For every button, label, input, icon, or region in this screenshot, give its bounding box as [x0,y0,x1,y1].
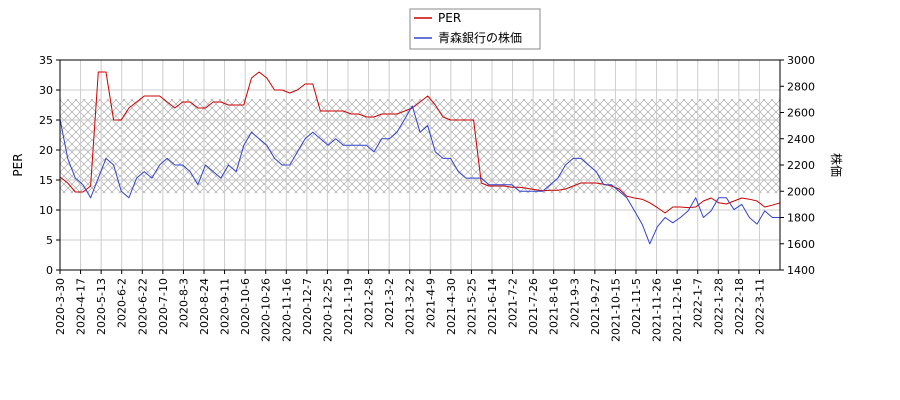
x-tick-label: 2022-3-11 [753,278,766,335]
series-line-price [59,105,780,245]
x-tick-label: 2021-9-3 [568,278,581,328]
x-tick-label: 2021-1-19 [342,278,355,335]
y-right-tick-label: 3000 [787,54,815,67]
plot-frame [59,59,781,271]
legend-entry-label: 青森銀行の株価 [438,30,522,45]
x-tick-label: 2021-12-16 [671,278,684,342]
y-left-tick-label: 20 [39,144,53,157]
legend-box [409,8,541,50]
x-tick-label: 2020-9-11 [219,278,232,335]
y-left-tick-label: 10 [39,204,53,217]
x-tick-label: 2021-7-26 [527,278,540,335]
x-tick-label: 2020-3-30 [54,278,67,335]
y-left-tick-label: 15 [39,174,53,187]
legend-entry-label: PER [438,11,461,25]
x-tick-label: 2020-6-22 [136,278,149,335]
y-right-tick-label: 2400 [787,133,815,146]
x-tick-label: 2020-10-6 [239,278,252,335]
y-right-tick-label: 1600 [787,238,815,251]
band-layer [60,99,780,194]
x-tick-label: 2021-10-15 [609,278,622,342]
x-tick-label: 2020-7-10 [157,278,170,335]
series-line-per [59,71,781,214]
axes-layer: 2020-3-30 2020-4-17 2020-5-13 2020-6-2 2020-… [11,54,844,342]
x-tick-label: 2021-2-8 [363,278,376,328]
x-tick-label: 2020-12-7 [301,278,314,335]
y-left-tick-label: 25 [39,114,53,127]
x-tick-label: 2021-7-2 [507,278,520,328]
x-tick-label: 2022-1-28 [712,278,725,335]
x-tick-label: 2021-11-5 [630,278,643,335]
x-tick-label: 2022-2-18 [733,278,746,335]
x-tick-label: 2021-3-2 [383,278,396,328]
y-left-tick-label: 0 [46,264,53,277]
x-tick-label: 2021-4-30 [445,278,458,335]
y-right-tick-label: 2800 [787,80,815,93]
y-right-tick-label: 2600 [787,107,815,120]
x-tick-label: 2021-5-25 [465,278,478,335]
y-right-tick-label: 1800 [787,212,815,225]
x-tick-label: 2021-9-27 [589,278,602,335]
x-tick-label: 2021-6-14 [486,278,499,335]
x-tick-label: 2020-11-16 [280,278,293,342]
y-right-axis-label: 株価 [829,153,844,177]
series-layer [59,71,781,245]
y-left-tick-label: 35 [39,54,53,67]
x-tick-label: 2021-8-16 [548,278,561,335]
legend: PER 青森銀行の株価 [409,8,541,50]
x-tick-label: 2021-3-22 [404,278,417,335]
x-tick-label: 2020-8-24 [198,278,211,335]
x-tick-label: 2020-5-13 [95,278,108,335]
range-band [60,99,780,194]
x-tick-label: 2021-11-26 [651,278,664,342]
y-right-tick-label: 2000 [787,185,815,198]
x-tick-label: 2020-4-17 [75,278,88,335]
y-right-tick-label: 2200 [787,159,815,172]
x-tick-label: 2021-4-9 [424,278,437,328]
x-tick-label: 2020-8-3 [177,278,190,328]
y-left-tick-label: 5 [46,234,53,247]
y-right-tick-label: 1400 [787,264,815,277]
x-tick-label: 2020-6-2 [116,278,129,328]
x-tick-label: 2022-1-7 [692,278,705,328]
x-tick-label: 2020-10-26 [260,278,273,342]
y-left-axis-label: PER [11,153,25,176]
y-left-tick-label: 30 [39,84,53,97]
x-tick-label: 2020-12-25 [321,278,334,342]
